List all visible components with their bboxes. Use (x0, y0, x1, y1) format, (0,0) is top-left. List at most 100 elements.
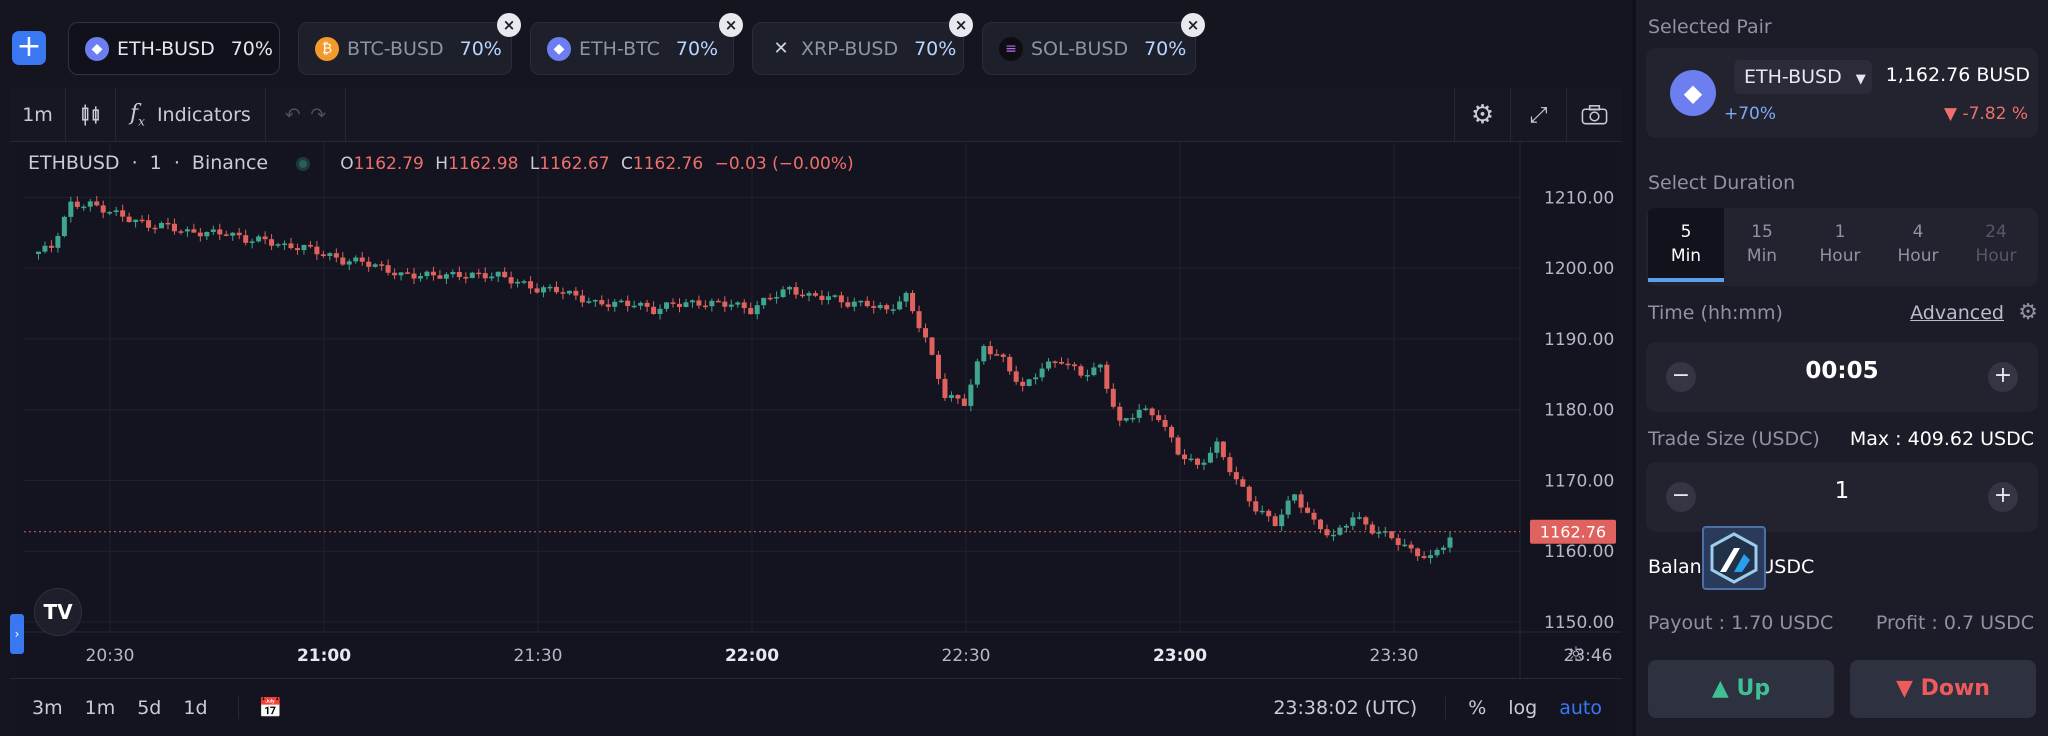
candle-body (974, 361, 980, 385)
candle-body (1421, 556, 1427, 559)
fullscreen-icon[interactable]: ⤢ (1510, 88, 1566, 142)
candle-body (838, 295, 844, 303)
range-1m[interactable]: 1m (84, 696, 116, 719)
candle-body (236, 232, 242, 236)
tab-btc-busd[interactable]: ₿ BTC-BUSD 70% × (298, 13, 521, 75)
candle-body (625, 300, 631, 306)
log-toggle[interactable]: log (1508, 696, 1538, 719)
candle-body (942, 378, 948, 398)
candle-body (417, 276, 423, 279)
range-3m[interactable]: 3m (32, 696, 63, 719)
candle-body (217, 229, 223, 235)
candle-body (469, 272, 475, 278)
time-increase-button[interactable]: + (1988, 362, 2018, 392)
add-tab-button[interactable]: + (12, 31, 46, 65)
camera-icon[interactable] (1566, 88, 1622, 142)
candle-body (340, 257, 346, 265)
candle-body (1343, 525, 1349, 528)
candle-body (1052, 361, 1058, 363)
advanced-link[interactable]: Advanced (1910, 302, 2004, 324)
candle-body (754, 305, 760, 315)
candle-body (1434, 549, 1440, 556)
candle-body (126, 216, 132, 223)
close-tab-icon[interactable]: × (949, 13, 973, 37)
candle-body (715, 300, 721, 303)
candle-body (1175, 437, 1181, 455)
legend-exchange: Binance (191, 152, 269, 174)
candle-body (683, 302, 689, 307)
payout: Payout : 1.70 USDC (1648, 612, 1834, 634)
candle-body (1110, 388, 1116, 407)
range-5d[interactable]: 5d (137, 696, 162, 719)
indicators-label: Indicators (156, 103, 251, 126)
size-increase-button[interactable]: + (1988, 482, 2018, 512)
candle-body (1071, 364, 1077, 367)
duration-5-min[interactable]: 5 Min (1648, 208, 1724, 282)
up-button[interactable]: ▲ Up (1648, 660, 1834, 718)
candle-body (320, 254, 326, 256)
down-button[interactable]: ▼ Down (1850, 660, 2036, 718)
tab-eth-btc[interactable]: ◆ ETH-BTC 70% × (530, 13, 743, 75)
duration-label: Select Duration (1648, 172, 1796, 194)
candle-body (812, 293, 818, 296)
candle-body (832, 295, 838, 297)
close-tab-icon[interactable]: × (497, 13, 521, 37)
candle-body (676, 303, 682, 307)
time-label: Time (hh:mm) (1648, 302, 1783, 324)
candle-body (74, 201, 80, 207)
candle-body (456, 271, 462, 278)
candle-body (1000, 354, 1006, 357)
time-decrease-button[interactable]: − (1666, 362, 1696, 392)
candle-body (612, 301, 618, 307)
candle-body (210, 229, 216, 233)
candle-type-icon[interactable] (66, 87, 116, 142)
range-1d[interactable]: 1d (183, 696, 208, 719)
candle-body (424, 271, 430, 277)
duration-15-min[interactable]: 15 Min (1746, 222, 1778, 266)
candle-body (94, 201, 100, 206)
interval-button[interactable]: 1m (10, 87, 66, 142)
candle-body (243, 235, 249, 243)
side-panel-toggle[interactable]: › (10, 614, 24, 654)
auto-toggle[interactable]: auto (1559, 696, 1602, 719)
candle-body (851, 301, 857, 307)
theme-toggle-icon[interactable]: ☼ (1567, 642, 1585, 666)
candle-body (599, 300, 605, 305)
duration-4-hour[interactable]: 4 Hour (1897, 222, 1939, 266)
size-decrease-button[interactable]: − (1666, 482, 1696, 512)
tab-sol-busd[interactable]: ≡ SOL-BUSD 70% × (982, 13, 1205, 75)
candle-body (735, 302, 741, 305)
advanced-gear-icon[interactable]: ⚙ (2018, 300, 2038, 325)
undo-icon[interactable]: ↶ (284, 103, 301, 126)
tab-xrp-busd[interactable]: ✕ XRP-BUSD 70% × (752, 13, 973, 75)
close-tab-icon[interactable]: × (719, 13, 743, 37)
y-tick-label: 1200.00 (1544, 259, 1614, 279)
candle-body (359, 257, 365, 262)
tab-payout: 70% (459, 37, 502, 60)
price-chart[interactable]: 1210.00 1200.00 1190.00 1180.00 1170.00 1160.… (10, 142, 1622, 678)
candle-body (670, 302, 676, 304)
candle-body (1298, 494, 1304, 508)
duration-1-hour[interactable]: 1 Hour (1819, 222, 1861, 266)
candle-body (1194, 458, 1200, 465)
tab-eth-busd[interactable]: ◆ ETH-BUSD 70% (68, 22, 280, 75)
close-tab-icon[interactable]: × (1181, 13, 1205, 37)
trade-size-value[interactable]: 1 (1834, 478, 1850, 504)
redo-icon[interactable]: ↷ (310, 103, 327, 126)
candle-body (935, 354, 941, 379)
candle-body (1285, 500, 1291, 515)
candle-body (508, 277, 514, 284)
time-value[interactable]: 00:05 (1805, 358, 1879, 384)
indicators-button[interactable]: fx Indicators (116, 87, 266, 142)
candle-body (981, 346, 987, 362)
pair-card: ◆ ETH-BUSD ▼ 1,162.76 BUSD +70% ▼ -7.82 … (1646, 48, 2038, 138)
tradingview-logo[interactable]: TV (34, 588, 82, 636)
percent-toggle[interactable]: % (1445, 696, 1486, 719)
date-range-icon[interactable]: 📅 (237, 696, 282, 719)
pair-dropdown[interactable]: ETH-BUSD ▼ (1734, 60, 1872, 94)
candle-body (184, 229, 190, 232)
settings-gear-icon[interactable]: ⚙ (1454, 88, 1510, 142)
candle-body (171, 223, 177, 232)
x-tick-label: 23:30 (1370, 646, 1419, 666)
candle-body (1026, 379, 1032, 386)
